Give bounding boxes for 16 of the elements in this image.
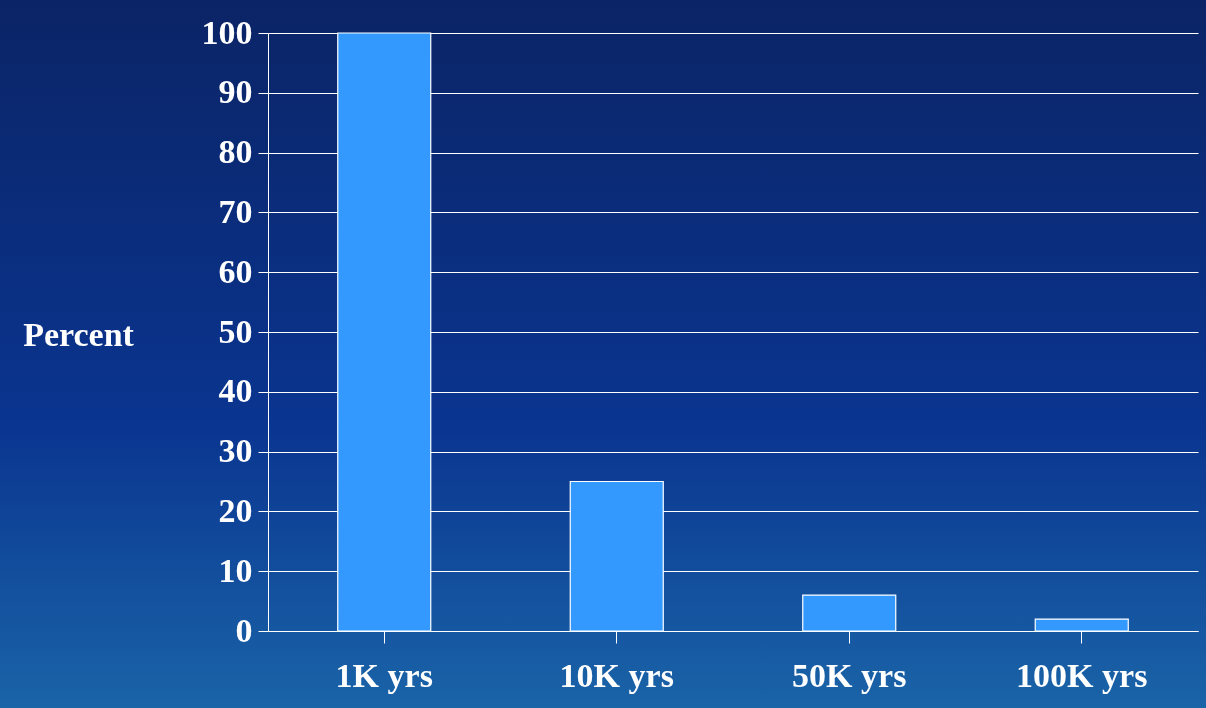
x-tick-label: 100K yrs <box>1016 656 1148 694</box>
y-tick-label: 30 <box>218 432 253 470</box>
y-tick-label: 70 <box>218 192 253 230</box>
y-tick-label: 0 <box>235 611 253 649</box>
x-tick-label: 50K yrs <box>792 656 907 694</box>
x-tick-label: 1K yrs <box>335 656 433 694</box>
y-tick-label: 100 <box>201 13 253 51</box>
y-tick-label: 10 <box>218 551 253 589</box>
y-tick-label: 60 <box>218 252 253 290</box>
x-tick-label: 10K yrs <box>559 656 674 694</box>
y-tick-label: 20 <box>218 491 253 529</box>
y-tick-label: 50 <box>218 312 253 350</box>
y-axis-title: Percent <box>23 315 135 353</box>
y-tick-label: 80 <box>218 133 253 171</box>
y-tick-label: 40 <box>218 372 253 410</box>
y-tick-label: 90 <box>218 73 253 111</box>
